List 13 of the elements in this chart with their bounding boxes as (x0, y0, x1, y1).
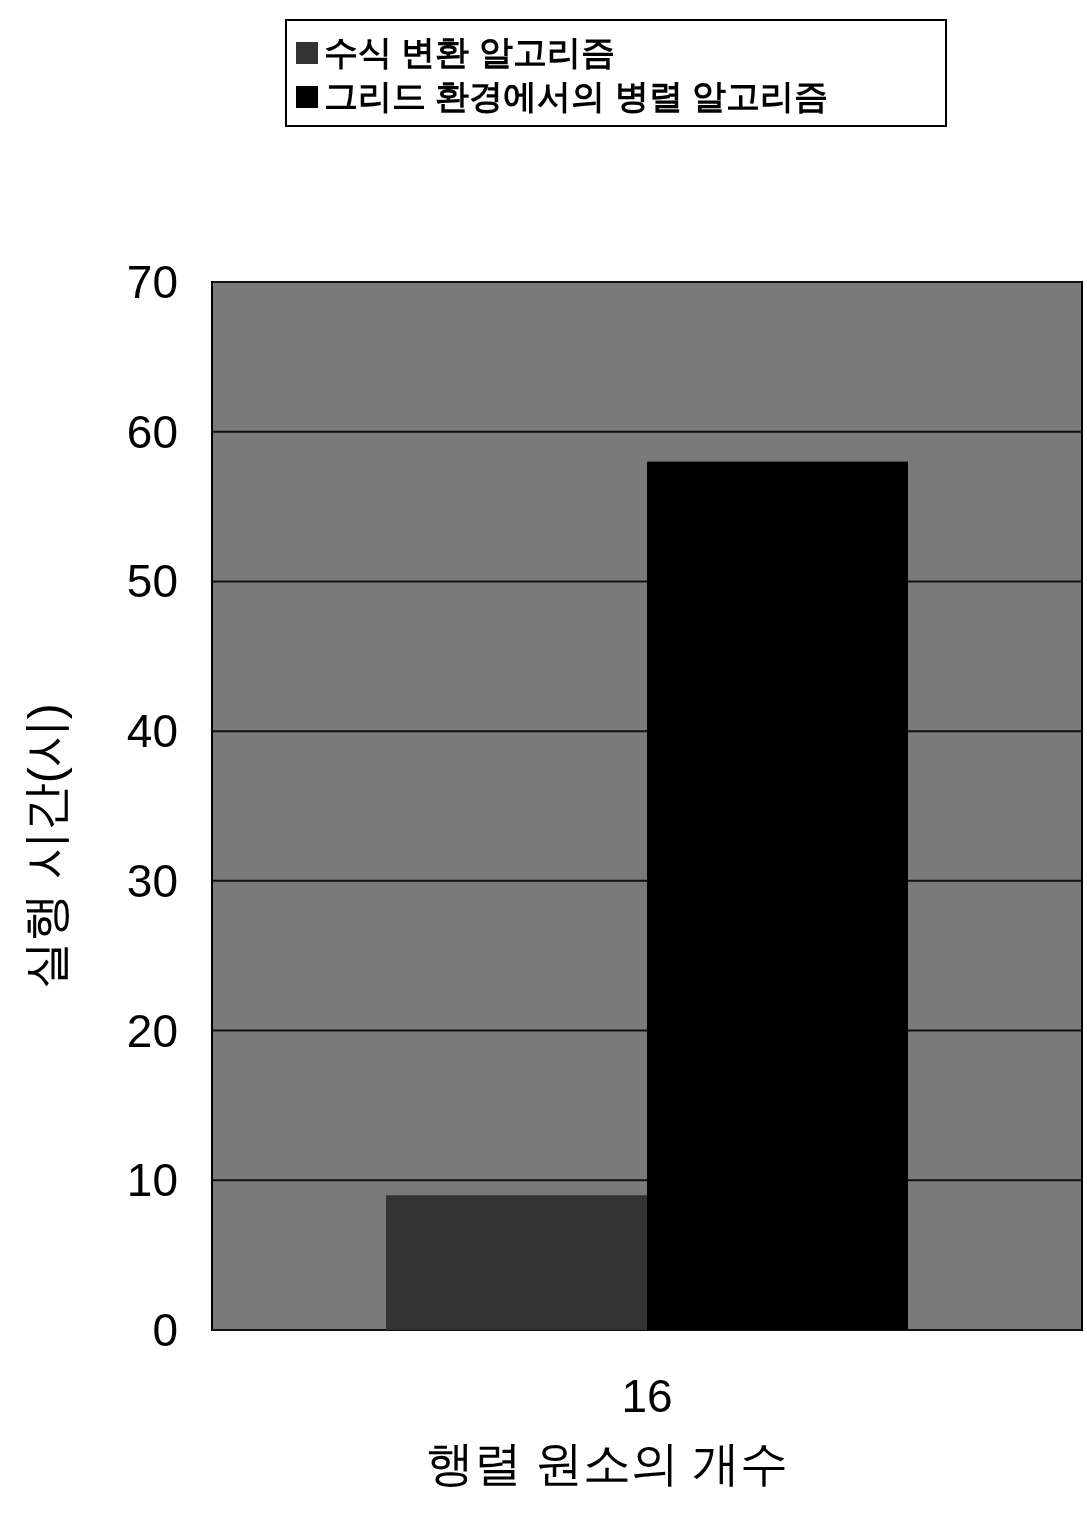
y-tick-label: 50 (126, 555, 178, 608)
y-tick-label: 70 (126, 256, 178, 308)
y-tick-label: 0 (152, 1304, 178, 1356)
legend-label: 수식 변환 알고리즘 (324, 33, 615, 71)
legend-label: 그리드 환경에서의 병렬 알고리즘 (324, 77, 829, 115)
x-tick-label: 16 (621, 1370, 673, 1422)
x-axis-title: 행렬 원소의 개수 (425, 1437, 789, 1490)
y-tick-label: 40 (126, 705, 178, 758)
y-tick-label: 10 (126, 1154, 178, 1207)
y-axis-title: 실행 시간(시) (19, 703, 72, 989)
y-tick-label: 30 (126, 854, 178, 907)
y-tick-label: 20 (126, 1004, 178, 1057)
y-tick-label: 60 (126, 405, 178, 458)
